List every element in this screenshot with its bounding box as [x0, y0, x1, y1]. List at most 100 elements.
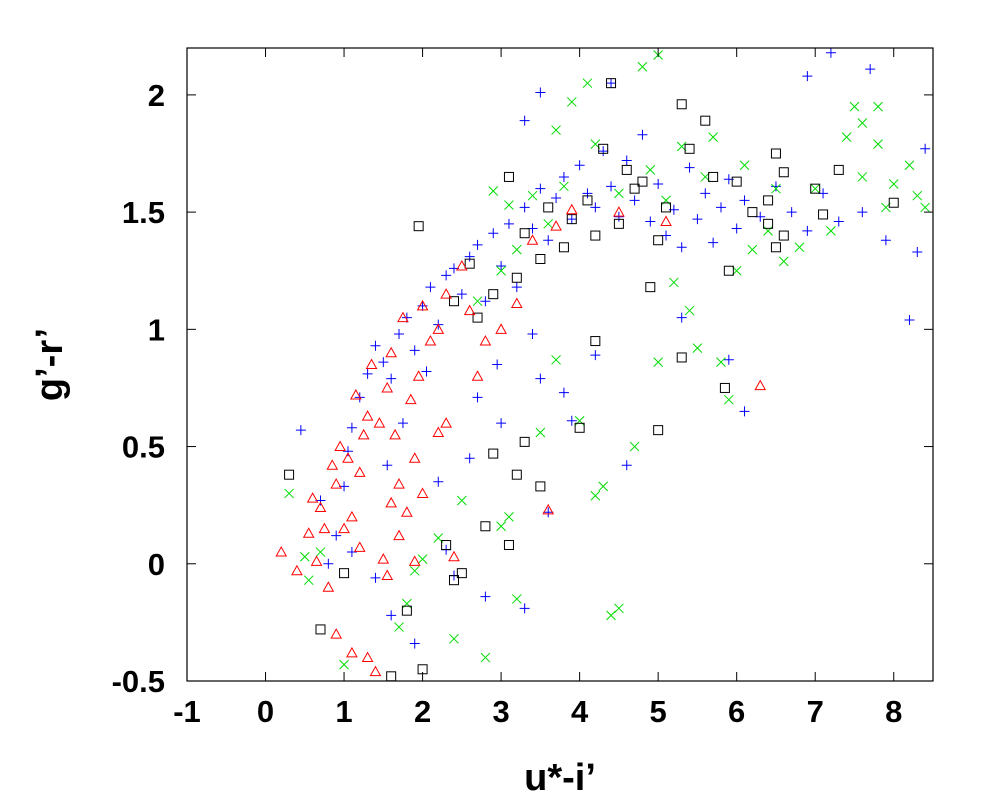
point-triangle	[381, 381, 394, 393]
point-triangle	[291, 564, 303, 576]
point-triangle	[318, 522, 331, 534]
point-square	[574, 422, 585, 433]
point-triangle	[416, 299, 429, 311]
point-plus	[425, 282, 436, 293]
point-square	[621, 164, 632, 175]
point-triangle	[408, 452, 421, 463]
point-cross	[394, 622, 404, 632]
point-triangle	[377, 553, 390, 564]
point-cross	[303, 575, 314, 586]
x-tick-label: 3	[492, 694, 509, 729]
point-cross	[771, 183, 781, 194]
point-plus	[346, 422, 357, 433]
point-cross	[535, 427, 546, 438]
point-square	[511, 469, 522, 480]
point-plus	[825, 47, 836, 58]
point-plus	[386, 373, 397, 384]
x-tick-label: 4	[571, 694, 589, 729]
point-triangle	[440, 417, 452, 428]
x-tick-label: 1	[335, 694, 352, 729]
point-cross	[857, 172, 868, 182]
point-cross	[692, 343, 703, 353]
point-plus	[331, 530, 342, 541]
point-cross	[284, 488, 294, 499]
point-plus	[637, 129, 648, 140]
point-cross	[810, 183, 821, 194]
point-cross	[472, 296, 483, 307]
point-square	[723, 265, 734, 276]
point-square	[653, 425, 664, 436]
y-tick-label: 1	[148, 312, 165, 347]
point-plus	[519, 603, 530, 614]
point-triangle	[550, 220, 562, 231]
point-cross	[778, 256, 789, 267]
point-plus	[456, 289, 467, 300]
point-square	[778, 167, 789, 178]
point-square	[386, 671, 397, 682]
point-plus	[731, 223, 742, 234]
point-square	[503, 540, 514, 551]
y-tick-label: 0	[148, 547, 165, 582]
point-triangle	[346, 510, 358, 522]
point-plus	[582, 188, 593, 199]
point-cross	[637, 61, 648, 72]
point-plus	[739, 406, 750, 417]
point-square	[747, 207, 758, 218]
point-plus	[551, 193, 562, 204]
point-plus	[880, 235, 891, 246]
point-cross	[504, 512, 514, 522]
point-cross	[582, 78, 593, 89]
data-points	[275, 47, 931, 682]
point-cross	[661, 195, 671, 206]
point-plus	[488, 228, 499, 239]
point-plus	[606, 181, 617, 192]
axis-ticks: -1 0 1 2 3 4 5 6 7 8 -0.5 0 0.5 1 1.5 2	[112, 48, 933, 729]
point-triangle	[342, 452, 354, 463]
point-plus	[692, 214, 703, 225]
point-plus	[558, 171, 569, 182]
point-cross	[873, 101, 883, 112]
point-cross	[629, 441, 640, 452]
point-square	[284, 469, 295, 480]
point-cross	[849, 101, 860, 112]
point-plus	[621, 155, 632, 166]
point-square	[413, 221, 424, 232]
point-square	[731, 176, 742, 187]
point-square	[778, 230, 789, 241]
point-plus	[394, 329, 405, 340]
point-plus	[496, 418, 507, 429]
point-square	[480, 521, 491, 532]
point-plus	[543, 235, 554, 246]
point-square	[448, 575, 459, 586]
x-tick-label: 8	[885, 694, 902, 729]
point-square	[770, 242, 781, 253]
point-cross	[669, 277, 679, 288]
point-cross	[543, 218, 554, 229]
point-triangle	[412, 370, 425, 381]
point-square	[700, 115, 711, 126]
point-square	[519, 436, 530, 447]
point-square	[888, 197, 899, 208]
point-square	[535, 254, 546, 264]
y-tick-label: -0.5	[112, 664, 165, 699]
point-square	[315, 624, 326, 635]
point-plus	[370, 572, 381, 583]
x-tick-label: 7	[807, 694, 824, 729]
plot-frame	[186, 47, 934, 682]
point-triangle	[542, 503, 555, 515]
point-plus	[382, 460, 393, 471]
point-plus	[676, 242, 687, 253]
point-cross	[684, 305, 695, 316]
point-triangle	[353, 541, 366, 552]
point-triangle	[353, 466, 366, 477]
point-triangle	[393, 478, 405, 489]
point-plus	[629, 195, 640, 206]
point-triangle	[385, 496, 398, 508]
point-square	[558, 242, 569, 253]
point-triangle	[373, 417, 386, 428]
point-plus	[519, 115, 530, 126]
point-cross	[590, 490, 601, 501]
point-cross	[496, 521, 506, 532]
point-plus	[786, 207, 797, 218]
point-triangle	[385, 346, 398, 358]
